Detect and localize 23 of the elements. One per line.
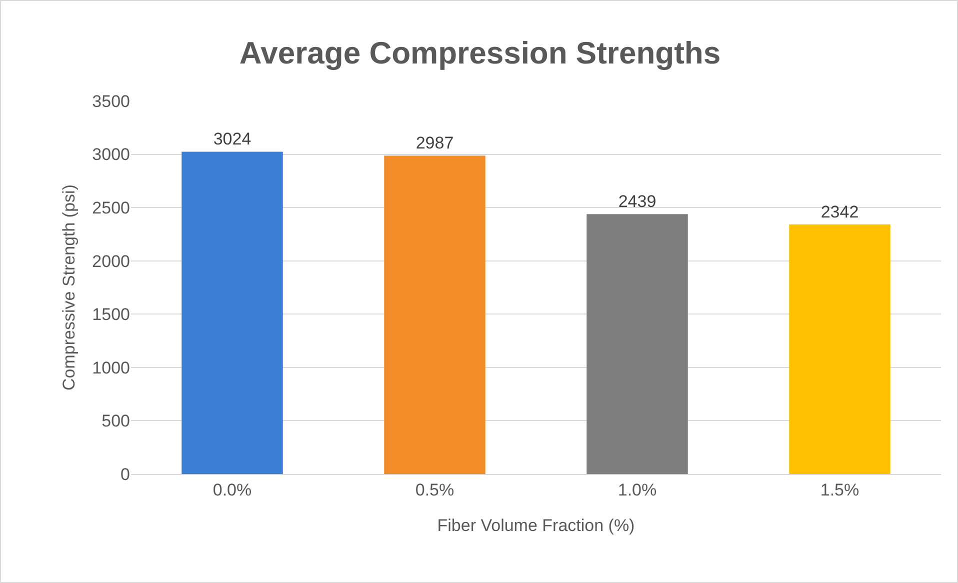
data-label: 2342 xyxy=(820,202,859,222)
y-tick-label: 2000 xyxy=(92,252,130,271)
y-axis-title: Compressive Strength (psi) xyxy=(60,184,79,390)
y-tick-label: 500 xyxy=(102,412,130,431)
y-tick-label: 1000 xyxy=(92,358,130,378)
bar xyxy=(586,214,688,474)
y-tick-label: 3500 xyxy=(92,92,130,111)
y-tick-label: 3000 xyxy=(92,145,130,164)
y-tick-label: 1500 xyxy=(92,305,130,324)
x-tick-label: 0.5% xyxy=(415,480,454,500)
x-axis-title: Fiber Volume Fraction (%) xyxy=(437,516,635,535)
y-tick-label: 0 xyxy=(120,464,130,484)
x-tick-label: 0.0% xyxy=(212,480,252,500)
y-tick-label: 2500 xyxy=(92,198,130,218)
x-tick-label: 1.5% xyxy=(820,480,860,500)
x-tick-label: 1.0% xyxy=(618,480,657,500)
data-label: 2439 xyxy=(618,192,656,212)
chart-title: Average Compression Strengths xyxy=(239,36,721,71)
bar xyxy=(789,224,890,474)
bar xyxy=(182,152,283,474)
data-label: 3024 xyxy=(213,130,252,149)
bar xyxy=(384,156,486,474)
data-label: 2987 xyxy=(416,134,454,153)
